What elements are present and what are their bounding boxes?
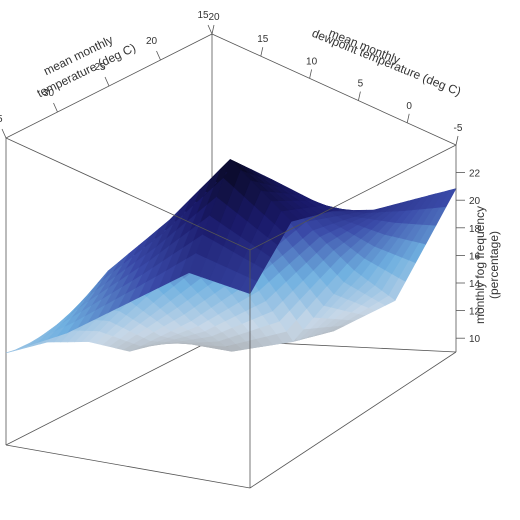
dewpoint-axis-title-line2: dewpoint temperature (deg C) xyxy=(310,26,463,99)
dewpoint-tick-label: 5 xyxy=(358,79,364,90)
surface-facet xyxy=(5,346,24,354)
fog-frequency-tick-label: 10 xyxy=(469,334,481,345)
fog-frequency-axis-title-line2: (percentage) xyxy=(487,231,501,299)
dewpoint-tick-mark xyxy=(455,135,459,146)
temperature-tick-label: 30 xyxy=(43,88,55,99)
temperature-tick-label: 20 xyxy=(146,36,158,47)
dewpoint-tick-label: -5 xyxy=(454,123,463,134)
fog-frequency-axis-title-line1: monthly fog frequency xyxy=(473,206,487,324)
dewpoint-tick-mark xyxy=(358,91,361,101)
temperature-tick-label: 25 xyxy=(94,62,106,73)
temperature-tick-label: 35 xyxy=(0,114,3,125)
temperature-tick-mark xyxy=(104,76,110,87)
fog-frequency-tick-label: 14 xyxy=(469,279,481,290)
dewpoint-tick-label: 20 xyxy=(208,12,220,23)
fog-frequency-tick-label: 22 xyxy=(469,169,481,180)
dewpoint-axis-ticks: 20 15 10 5 0 -5 xyxy=(208,12,463,146)
fog-surface xyxy=(5,158,457,354)
dewpoint-tick-mark xyxy=(260,47,264,57)
fog-frequency-tick-label: 18 xyxy=(469,224,481,235)
dewpoint-tick-label: 10 xyxy=(306,56,318,67)
fog-frequency-tick-label: 12 xyxy=(469,307,481,318)
dewpoint-tick-label: 0 xyxy=(406,101,412,112)
temperature-tick-mark xyxy=(53,102,58,113)
fog-frequency-tick-label: 16 xyxy=(469,251,481,262)
fog-frequency-tick-label: 20 xyxy=(469,196,481,207)
dewpoint-tick-mark xyxy=(309,69,312,79)
temperature-tick-label: 15 xyxy=(197,10,209,21)
plot-box-front xyxy=(5,137,457,489)
temperature-axis-ticks: 35 30 25 20 15 xyxy=(0,10,213,139)
dewpoint-tick-label: 15 xyxy=(257,34,269,45)
fog-frequency-axis-ticks: 10 12 14 16 18 20 22 xyxy=(456,169,481,345)
dewpoint-tick-mark xyxy=(406,113,410,123)
temperature-tick-mark xyxy=(1,128,7,139)
dewpoint-tick-mark xyxy=(211,24,215,35)
temperature-tick-mark xyxy=(207,24,213,35)
temperature-tick-mark xyxy=(156,50,161,61)
